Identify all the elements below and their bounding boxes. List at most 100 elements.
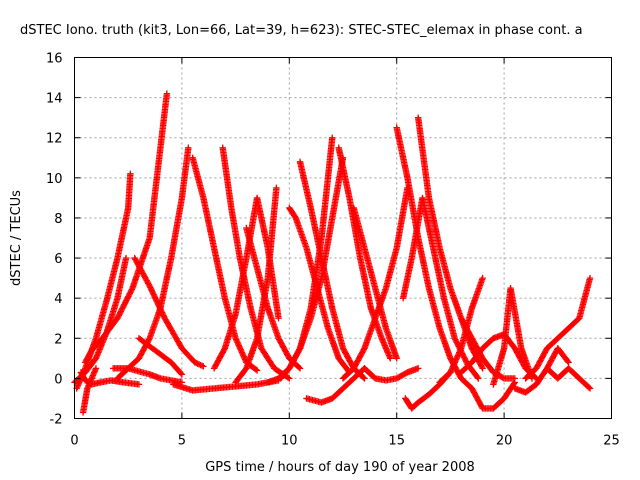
axis-ticks: 0 5 10 15 20 25 -2 0 2 4 6 8 10 12 14 16 (46, 52, 620, 449)
data-point (177, 370, 185, 377)
data-point (145, 336, 153, 343)
data-point (296, 365, 304, 372)
data-point (148, 287, 155, 294)
data-point (151, 292, 158, 300)
data-point (163, 90, 171, 97)
data-series (457, 315, 519, 382)
data-point (586, 385, 594, 392)
data-point (122, 254, 130, 262)
y-tick-label: 0 (54, 372, 62, 387)
data-point (387, 355, 394, 362)
y-tick-label: 2 (54, 332, 62, 347)
y-axis-title: dSTEC / TECUs (9, 190, 24, 286)
data-series (399, 194, 482, 382)
data-point (153, 296, 160, 304)
data-point (478, 363, 486, 371)
data-point (273, 184, 280, 192)
x-tick-label: 0 (70, 434, 78, 449)
plot-frame (74, 57, 612, 419)
data-point (510, 380, 518, 387)
data-point (135, 381, 143, 388)
data-series (135, 335, 186, 378)
data-point (475, 375, 482, 382)
data-point (360, 346, 367, 353)
data-series (522, 274, 594, 382)
y-tick-label: 14 (46, 92, 63, 107)
data-series (296, 158, 368, 382)
data-series (414, 114, 486, 372)
data-point (329, 134, 336, 141)
data-series (339, 184, 411, 382)
data-point (295, 364, 303, 371)
data-series (243, 224, 304, 372)
data-point (160, 312, 167, 319)
data-point (149, 289, 157, 297)
data-series (82, 90, 171, 366)
data-series (73, 170, 134, 392)
data-series (393, 124, 476, 392)
data-point (275, 315, 282, 322)
y-tick-label: 4 (54, 292, 62, 307)
data-point (286, 375, 293, 382)
x-tick-label: 10 (281, 434, 298, 449)
data-point (586, 274, 594, 282)
data-series (468, 379, 519, 412)
data-point (185, 144, 192, 151)
data-series (170, 377, 282, 394)
y-tick-label: 16 (46, 52, 63, 67)
data-point (479, 365, 486, 372)
y-tick-label: 12 (46, 132, 63, 147)
data-point (474, 374, 481, 381)
data-point (127, 170, 134, 178)
data-point (564, 357, 571, 365)
x-tick-label: 20 (496, 434, 513, 449)
data-point (393, 355, 400, 362)
data-point (193, 359, 200, 367)
data-series (189, 154, 261, 374)
chart-title: dSTEC Iono. truth (kit3, Lon=66, Lat=39,… (20, 23, 583, 38)
data-series (79, 365, 100, 416)
data-point (528, 375, 536, 382)
data-series (303, 365, 368, 406)
data-point (253, 367, 261, 374)
y-tick-label: -2 (50, 413, 63, 428)
data-point (149, 288, 156, 295)
y-tick-label: 10 (46, 172, 63, 187)
data-series (131, 254, 207, 370)
data-point (92, 365, 100, 372)
data-point (128, 286, 136, 293)
data-point (361, 375, 368, 382)
data-point (296, 346, 303, 353)
x-axis-title: GPS time / hours of day 190 of year 2008 (205, 460, 475, 475)
data-series (219, 144, 293, 382)
data-series (361, 365, 422, 384)
data-point (200, 363, 207, 370)
data-point (414, 365, 422, 372)
data-point (511, 379, 519, 386)
data-point (195, 361, 203, 368)
data-point (178, 371, 186, 378)
data-point (152, 295, 159, 302)
data-point (197, 361, 204, 369)
data-point (145, 281, 153, 288)
data-point (147, 284, 154, 291)
data-point (191, 359, 198, 366)
data-series (490, 284, 536, 388)
x-tick-label: 15 (388, 434, 405, 449)
x-tick-label: 25 (603, 434, 620, 449)
data-series (350, 204, 400, 362)
data-point (360, 374, 367, 381)
data-point (198, 362, 206, 369)
data-point (154, 299, 161, 307)
data-series (436, 274, 486, 386)
y-tick-label: 6 (54, 252, 62, 267)
data-point (146, 282, 153, 290)
data-point (147, 285, 155, 293)
data-point (499, 374, 506, 381)
data-point (284, 374, 292, 381)
data-point (585, 384, 593, 391)
data-point (565, 359, 572, 366)
data-point (252, 366, 260, 373)
y-tick-label: 8 (54, 212, 62, 227)
data-point (220, 346, 228, 353)
